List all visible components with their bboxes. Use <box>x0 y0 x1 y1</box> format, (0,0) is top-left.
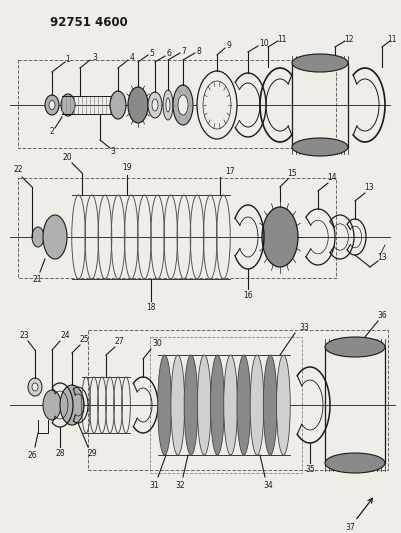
Text: 33: 33 <box>299 322 309 332</box>
Ellipse shape <box>292 54 348 72</box>
Ellipse shape <box>163 90 173 120</box>
Ellipse shape <box>237 355 251 455</box>
Text: 29: 29 <box>87 449 97 458</box>
Text: 35: 35 <box>305 465 315 474</box>
Ellipse shape <box>262 207 298 267</box>
Text: 14: 14 <box>327 174 337 182</box>
Text: 12: 12 <box>344 35 354 44</box>
Ellipse shape <box>197 71 237 139</box>
Text: 18: 18 <box>146 303 156 312</box>
Ellipse shape <box>263 355 277 455</box>
Ellipse shape <box>292 138 348 156</box>
Ellipse shape <box>60 385 84 425</box>
Ellipse shape <box>203 81 231 129</box>
Text: 20: 20 <box>62 152 72 161</box>
Bar <box>88 330 388 470</box>
Text: 9: 9 <box>227 42 231 51</box>
Ellipse shape <box>325 337 385 357</box>
Text: 6: 6 <box>166 50 172 59</box>
Text: 3: 3 <box>111 147 115 156</box>
Text: 37: 37 <box>345 523 355 532</box>
Text: 25: 25 <box>79 335 89 344</box>
Text: 8: 8 <box>196 46 201 55</box>
Text: 34: 34 <box>263 481 273 489</box>
Text: 13: 13 <box>377 253 387 262</box>
Ellipse shape <box>325 453 385 473</box>
Ellipse shape <box>277 355 290 455</box>
Text: 11: 11 <box>387 35 397 44</box>
Ellipse shape <box>158 355 172 455</box>
Ellipse shape <box>250 355 264 455</box>
Text: 1: 1 <box>66 54 70 63</box>
Text: 15: 15 <box>287 169 297 179</box>
Text: 26: 26 <box>27 450 37 459</box>
Bar <box>18 60 336 148</box>
Text: 32: 32 <box>175 481 185 489</box>
Text: 4: 4 <box>130 53 134 62</box>
Ellipse shape <box>224 355 237 455</box>
Ellipse shape <box>43 215 67 259</box>
Ellipse shape <box>171 355 185 455</box>
Text: 13: 13 <box>364 183 374 192</box>
Text: 30: 30 <box>152 338 162 348</box>
Ellipse shape <box>152 99 158 111</box>
Text: 92751 4600: 92751 4600 <box>50 16 128 29</box>
Text: 28: 28 <box>55 449 65 458</box>
Ellipse shape <box>28 378 42 396</box>
Text: 22: 22 <box>13 166 23 174</box>
Ellipse shape <box>110 91 126 119</box>
Ellipse shape <box>211 355 224 455</box>
Text: 24: 24 <box>60 330 70 340</box>
Text: 27: 27 <box>114 336 124 345</box>
Ellipse shape <box>49 101 55 109</box>
Ellipse shape <box>166 98 170 112</box>
Text: 2: 2 <box>50 127 55 136</box>
Text: 17: 17 <box>225 166 235 175</box>
Bar <box>150 337 302 473</box>
Ellipse shape <box>173 85 193 125</box>
Ellipse shape <box>148 92 162 118</box>
Text: 5: 5 <box>150 49 154 58</box>
Text: 21: 21 <box>32 274 42 284</box>
Ellipse shape <box>45 95 59 115</box>
Ellipse shape <box>178 95 188 115</box>
Text: 3: 3 <box>93 53 97 62</box>
Ellipse shape <box>184 355 198 455</box>
Text: 19: 19 <box>122 164 132 173</box>
Ellipse shape <box>61 94 75 116</box>
Text: 31: 31 <box>149 481 159 489</box>
Text: 11: 11 <box>277 35 287 44</box>
Text: 16: 16 <box>243 292 253 301</box>
Text: 10: 10 <box>259 39 269 49</box>
Text: 23: 23 <box>19 330 29 340</box>
Ellipse shape <box>32 227 44 247</box>
Text: 36: 36 <box>377 311 387 319</box>
Ellipse shape <box>32 383 38 391</box>
Text: 7: 7 <box>182 46 186 55</box>
Ellipse shape <box>43 390 61 420</box>
Ellipse shape <box>197 355 211 455</box>
Bar <box>18 178 336 278</box>
Ellipse shape <box>128 87 148 123</box>
